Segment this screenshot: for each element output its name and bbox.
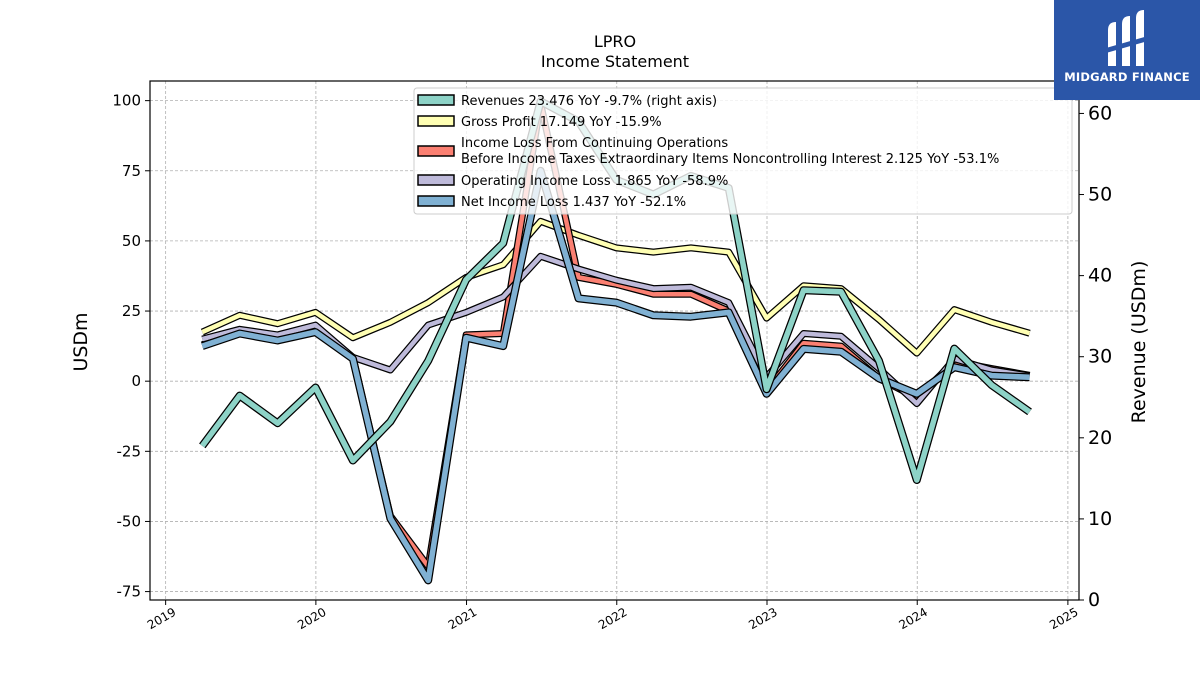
series-stroke [201,168,1030,584]
series-line-1 [200,217,1031,357]
logo-text: MIDGARD FINANCE [1064,70,1190,84]
legend-swatch [417,145,455,157]
x-tick-label: 2020 [295,605,328,632]
y-tick-label-left: -75 [117,583,142,601]
series-stroke [201,219,1031,356]
x-tick-label: 2024 [897,605,930,632]
y-axis-label-right: Revenue (USDm) [1128,261,1150,424]
chart-title: LPRO [594,32,636,51]
plot-frame [149,80,1080,601]
y-tick-label-right: 20 [1088,427,1112,449]
y-tick-label-right: 50 [1088,184,1112,206]
y-tick-label-right: 60 [1088,102,1112,124]
midgard-finance-logo: MIDGARD FINANCE [1054,0,1200,100]
series-line-4 [201,166,1030,585]
y-tick-label-left: 0 [131,372,141,390]
x-tick-label: 2025 [1047,605,1080,632]
x-tick-label: 2023 [746,605,779,632]
legend: Revenues 23.476 YoY -9.7% (right axis) Gr… [413,87,1073,215]
y-tick-label-left: -25 [117,442,142,460]
y-tick-label-left: 75 [122,162,141,180]
y-tick-label-left: 100 [112,92,141,110]
x-tick-label: 2019 [145,605,178,632]
y-tick-label-right: 0 [1088,589,1100,611]
chart-subtitle: Income Statement [541,52,689,71]
legend-box [413,87,1073,215]
legend-swatch [417,195,455,207]
x-tick-label: 2022 [596,605,629,632]
y-tick-label-right: 40 [1088,265,1112,287]
legend-swatch [417,115,455,127]
legend-label: Net Income Loss 1.437 YoY -52.1% [461,195,686,210]
y-tick-label-left: 25 [122,302,141,320]
legend-label: Income Loss From Continuing Operations Be… [461,136,999,167]
y-tick-label-right: 30 [1088,346,1112,368]
legend-swatch [417,94,455,106]
series-outline [201,166,1030,585]
y-tick-label-left: 50 [122,232,141,250]
y-tick-label-right: 10 [1088,508,1112,530]
legend-label: Operating Income Loss 1.865 YoY -58.9% [461,174,728,189]
y-axis-label-left: USDm [70,312,92,371]
logo-mark-icon [1106,10,1148,66]
x-tick-label: 2021 [446,605,479,632]
legend-swatch [417,174,455,186]
y-tick-label-left: -50 [117,512,142,530]
legend-label: Gross Profit 17.149 YoY -15.9% [461,115,662,130]
legend-label: Revenues 23.476 YoY -9.7% (right axis) [461,94,717,109]
